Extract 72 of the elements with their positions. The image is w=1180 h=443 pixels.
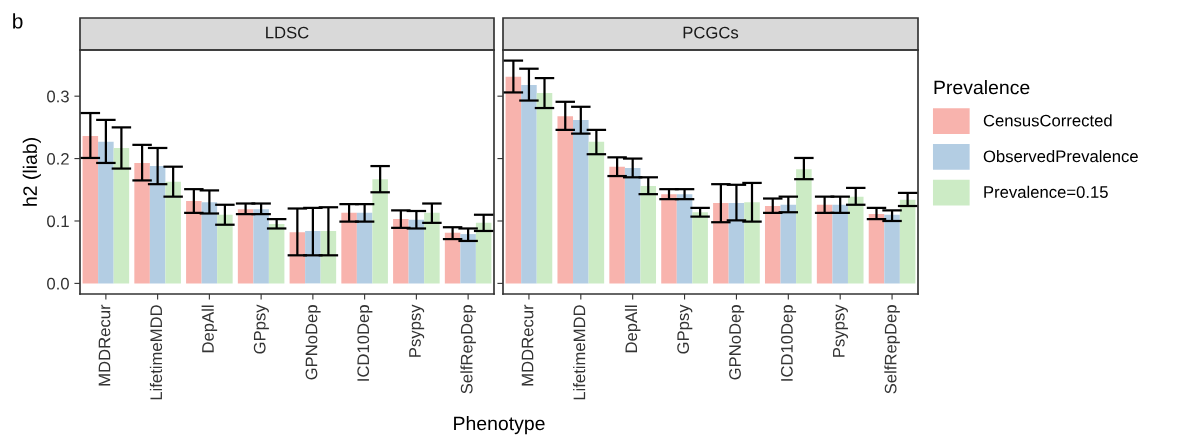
- x-tick-label: MDDRecur: [98, 304, 111, 386]
- chart-title: LDSC: [266, 26, 309, 39]
- x-tick-label: ICD10Dep: [780, 305, 797, 381]
- bar: [341, 212, 357, 284]
- bar: [661, 194, 677, 284]
- bar: [424, 212, 440, 284]
- bar: [505, 76, 522, 284]
- bar: [237, 209, 254, 284]
- y-tick-label: 0.3: [47, 90, 69, 103]
- chart-title: PCGCs: [683, 26, 739, 39]
- x-tick-label: DepAll: [624, 305, 641, 353]
- bar: [268, 224, 285, 284]
- bar: [624, 167, 641, 284]
- bar: [676, 194, 693, 284]
- y-axis-title: h2 (liab): [22, 138, 41, 206]
- bar: [573, 119, 589, 284]
- x-tick-label: SelfRepDep: [884, 305, 900, 394]
- x-tick-label: LifetimeMDD: [149, 305, 163, 400]
- y-tick-label: 0.0: [47, 277, 69, 290]
- legend-title: Prevalence: [934, 80, 1030, 95]
- bar: [149, 166, 166, 284]
- x-tick-label: LifetimeMDD: [573, 305, 586, 400]
- text: b: [13, 13, 23, 29]
- bar: [521, 84, 537, 284]
- bar: [816, 204, 833, 284]
- x-tick-label: SelfRepDep: [460, 305, 476, 394]
- bar: [165, 181, 181, 284]
- bar: [253, 209, 269, 284]
- x-tick-label: DepAll: [201, 305, 218, 353]
- bar: [692, 212, 708, 284]
- bar: [780, 204, 797, 284]
- bar: [557, 116, 574, 284]
- bar: [796, 169, 812, 284]
- bar: [201, 202, 218, 284]
- legend-label: ObservedPrevalence: [983, 150, 1138, 163]
- bar: [640, 186, 657, 284]
- bar: [832, 204, 848, 284]
- bar: [186, 201, 202, 284]
- y-tick-label: 0.1: [47, 215, 69, 228]
- bar: [884, 214, 900, 284]
- x-tick-label: GPpsy: [677, 304, 693, 354]
- bar: [899, 199, 916, 284]
- bar: [372, 179, 388, 284]
- bar: [713, 202, 729, 284]
- x-tick-label: Psypsy: [409, 304, 425, 357]
- x-tick-label: ICD10Dep: [357, 305, 373, 381]
- y-tick-label: 0.2: [47, 152, 69, 165]
- bar: [305, 230, 321, 284]
- bar: [82, 136, 99, 284]
- bar: [98, 141, 114, 284]
- x-tick-label: Psypsy: [833, 304, 848, 357]
- x-tick-label: MDDRecur: [521, 304, 534, 386]
- bar: [588, 141, 605, 284]
- x-axis-title: Phenotype: [454, 416, 545, 435]
- x-tick-label: GPpsy: [253, 304, 269, 354]
- bar: [475, 222, 492, 284]
- bar: [217, 214, 233, 284]
- bar: [744, 202, 760, 284]
- bar: [134, 162, 150, 284]
- x-tick-label: GPNoDep: [729, 305, 745, 380]
- bar: [847, 196, 864, 284]
- bar: [393, 219, 409, 284]
- bar: [113, 147, 130, 284]
- bar: [536, 93, 553, 284]
- bar: [356, 212, 373, 284]
- x-tick-label: GPNoDep: [305, 305, 321, 380]
- legend-label: CensusCorrected: [983, 114, 1112, 127]
- bar: [868, 214, 885, 284]
- legend-label: Prevalence=0.15: [984, 185, 1108, 198]
- bar: [460, 234, 476, 284]
- bar: [764, 206, 781, 284]
- bar: [609, 166, 625, 284]
